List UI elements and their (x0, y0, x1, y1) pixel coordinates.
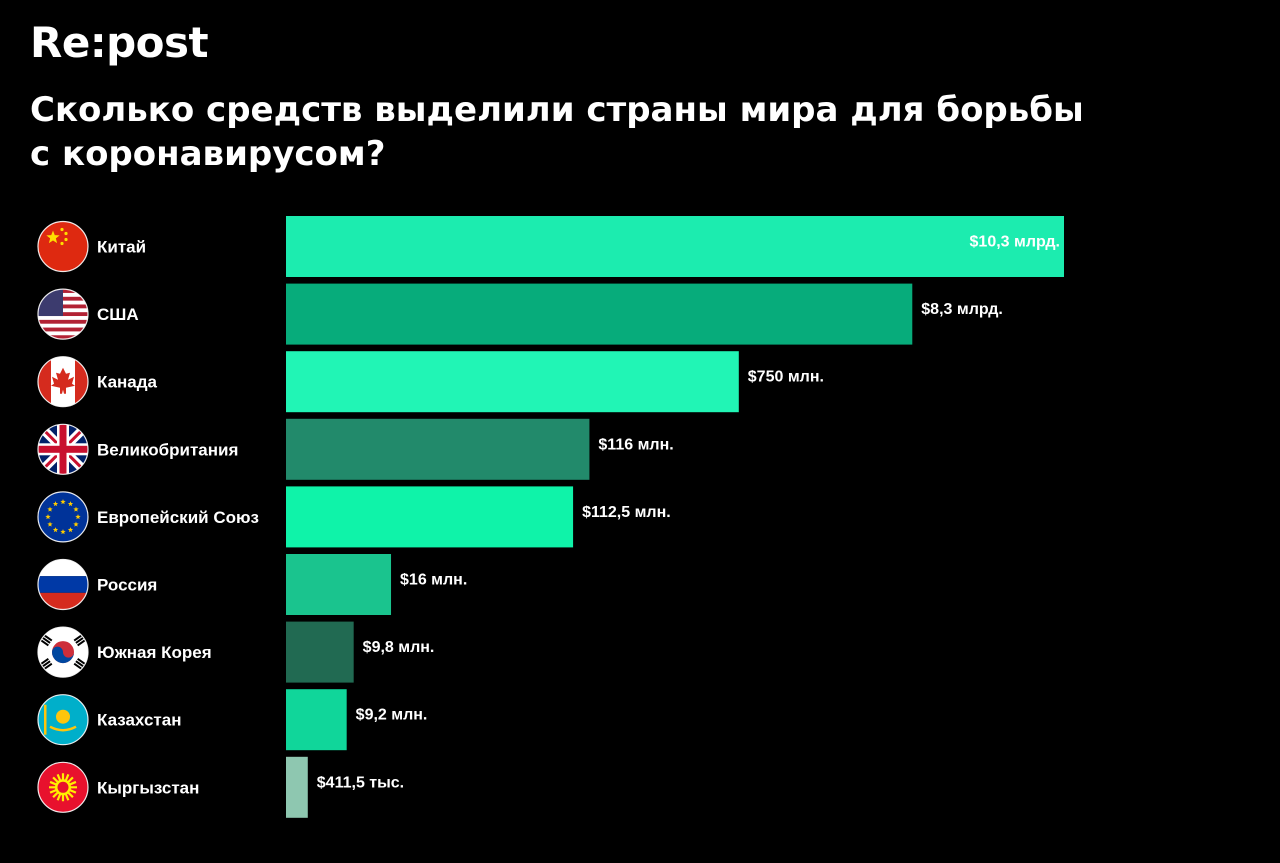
value-label: $8,3 млрд. (921, 301, 1003, 318)
value-label: $9,8 млн. (363, 639, 435, 656)
value-label: $411,5 тыс. (317, 774, 404, 791)
value-label: $116 млн. (598, 436, 673, 453)
value-label: $750 млн. (748, 369, 824, 386)
canada-flag-icon (37, 356, 89, 408)
category-label: Великобритания (97, 440, 238, 459)
china-flag-icon (37, 220, 89, 273)
russia-flag-icon (37, 558, 89, 611)
category-label: Казахстан (97, 711, 181, 730)
uk-flag-icon (37, 423, 89, 475)
kazakhstan-flag-icon (37, 694, 89, 746)
category-label: Европейский Союз (97, 508, 259, 527)
bar-8 (286, 689, 347, 751)
brand-logo: Re:post (30, 18, 209, 67)
bar-3 (286, 351, 739, 413)
value-label: $9,2 млн. (356, 707, 428, 724)
bar-7 (286, 621, 354, 683)
category-label: Китай (97, 238, 146, 257)
category-label: Россия (97, 576, 157, 595)
chart-title-line-1: Сколько средств выделили страны мира для… (30, 90, 1084, 130)
value-label: $16 млн. (400, 572, 467, 589)
kyrgyzstan-flag-icon (37, 761, 89, 813)
value-label: $112,5 млн. (582, 504, 671, 521)
category-label: Кыргызстан (97, 778, 199, 797)
bar-4 (286, 418, 590, 480)
category-label: Канада (97, 373, 158, 392)
chart-title-line-2: с коронавирусом? (30, 134, 386, 174)
bar-5 (286, 486, 574, 548)
category-label: Южная Корея (97, 643, 212, 662)
bar-1 (286, 216, 1064, 277)
bar-2 (286, 283, 913, 345)
usa-flag-icon (37, 288, 89, 340)
south-korea-flag-icon (37, 626, 89, 678)
category-label: США (97, 305, 139, 324)
bar-9 (286, 756, 308, 818)
value-label: $10,3 млрд. (970, 234, 1060, 251)
eu-flag-icon (37, 491, 89, 543)
bar-6 (286, 554, 392, 615)
chart-title: Сколько средств выделили страны мира для… (30, 88, 1210, 176)
